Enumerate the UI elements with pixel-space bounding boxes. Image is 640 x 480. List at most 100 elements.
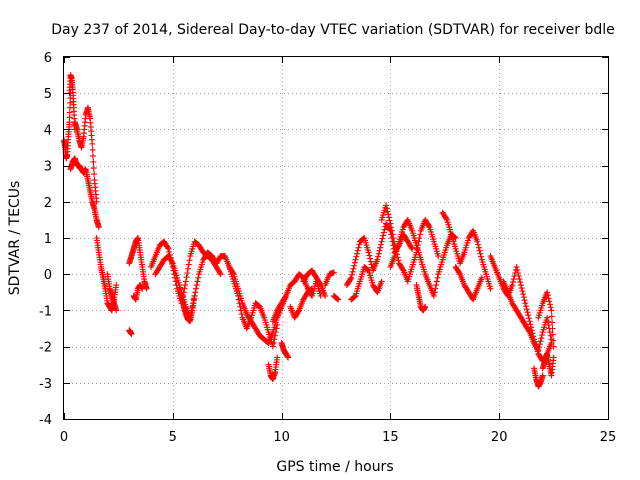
data-point — [379, 235, 386, 242]
data-point — [271, 336, 278, 343]
data-point — [354, 250, 361, 257]
data-point — [395, 257, 402, 264]
data-point — [237, 303, 244, 310]
data-point — [434, 274, 441, 281]
data-point — [274, 321, 281, 328]
y-tick-label: -2 — [39, 341, 52, 356]
data-point — [355, 244, 362, 251]
data-point — [181, 285, 188, 292]
data-point — [435, 253, 442, 260]
x-tick-label: 20 — [491, 430, 508, 445]
data-point — [348, 271, 355, 278]
data-point — [409, 245, 416, 252]
data-point — [90, 165, 97, 172]
data-point — [236, 300, 243, 307]
data-point — [487, 285, 494, 292]
data-points — [61, 72, 557, 390]
data-point — [169, 259, 176, 266]
chart-title: Day 237 of 2014, Sidereal Day-to-day VTE… — [51, 22, 615, 38]
data-point — [347, 276, 354, 283]
data-point — [383, 202, 390, 209]
data-point — [274, 354, 281, 361]
data-point — [521, 297, 528, 304]
data-point — [525, 312, 532, 319]
data-point — [452, 235, 459, 241]
data-point — [549, 319, 556, 326]
data-point — [524, 309, 531, 316]
data-point — [517, 282, 524, 289]
data-point — [377, 241, 384, 248]
data-point — [182, 282, 189, 289]
data-point — [384, 208, 391, 215]
data-point — [184, 269, 191, 276]
data-point — [113, 282, 120, 289]
data-point — [374, 256, 381, 263]
data-point — [309, 285, 316, 292]
data-point — [548, 313, 555, 320]
data-point — [478, 253, 485, 260]
data-point — [351, 262, 358, 269]
data-point — [389, 231, 396, 238]
data-point — [367, 255, 374, 262]
data-point — [351, 293, 358, 300]
data-point — [91, 171, 98, 178]
data-point — [348, 274, 355, 281]
data-point — [383, 205, 390, 212]
data-point — [335, 296, 342, 303]
data-point — [308, 286, 315, 293]
data-point — [238, 311, 245, 318]
data-point — [349, 268, 356, 275]
data-point — [525, 315, 532, 322]
data-point — [522, 300, 529, 307]
data-point — [509, 279, 516, 286]
data-point — [285, 354, 292, 361]
y-tick-label: 3 — [44, 160, 52, 175]
data-point — [193, 282, 200, 289]
data-point — [390, 235, 397, 241]
data-point — [351, 259, 358, 266]
data-point — [164, 244, 171, 251]
tick-labels: 0 5 10 15 20 25 -4 -3 -2 -1 0 1 2 3 4 5 6 — [39, 51, 616, 445]
data-point — [354, 247, 361, 254]
data-point — [182, 278, 189, 285]
data-point — [408, 244, 415, 251]
data-point — [356, 241, 363, 248]
x-tick-label: 25 — [600, 430, 617, 445]
y-axis-label: SDTVAR / TECUs — [7, 181, 23, 296]
data-point — [539, 372, 546, 379]
data-point — [330, 269, 337, 276]
data-point — [425, 222, 432, 229]
y-tick-label: 6 — [44, 51, 52, 66]
data-point — [378, 278, 385, 285]
data-point — [535, 347, 542, 354]
y-tick-label: -3 — [39, 377, 52, 392]
data-point — [549, 331, 556, 338]
data-point — [216, 269, 223, 276]
data-point — [391, 242, 398, 249]
y-tick-label: 1 — [44, 232, 52, 247]
data-point — [517, 279, 524, 286]
data-point — [536, 341, 543, 348]
data-point — [317, 280, 324, 287]
data-point — [235, 296, 242, 303]
data-point — [375, 253, 382, 260]
data-point — [237, 307, 244, 314]
data-point — [183, 274, 190, 281]
data-point — [476, 247, 483, 254]
data-point — [516, 276, 523, 283]
data-point — [270, 339, 277, 346]
data-point — [385, 214, 392, 221]
data-point — [417, 231, 424, 238]
data-point — [273, 325, 280, 332]
data-point — [128, 330, 135, 337]
data-point — [545, 321, 552, 328]
y-tick-label: 5 — [44, 87, 52, 102]
data-point — [394, 254, 401, 261]
data-point — [519, 288, 526, 295]
plot-frame — [63, 56, 609, 420]
data-point — [478, 274, 485, 281]
x-tick-label: 10 — [273, 430, 290, 445]
data-point — [89, 146, 96, 153]
data-point — [456, 269, 463, 276]
data-point — [93, 198, 100, 205]
